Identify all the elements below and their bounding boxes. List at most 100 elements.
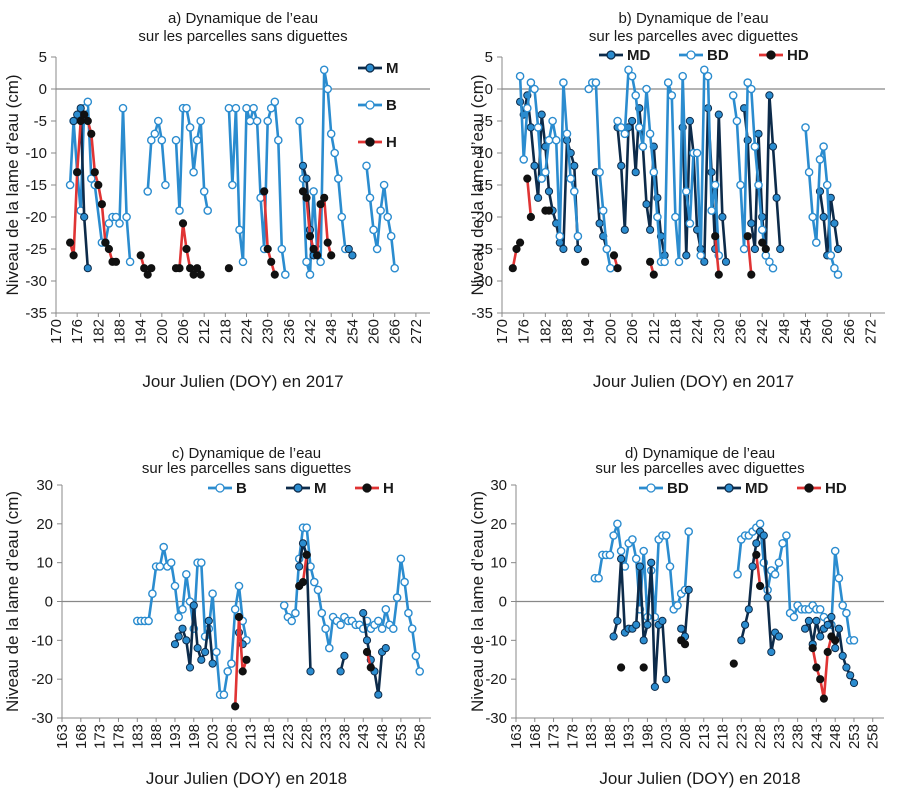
data-point-M [197, 655, 206, 664]
data-point-MD [718, 212, 727, 222]
data-point-MD [747, 219, 756, 228]
data-point-HD [680, 640, 690, 649]
data-point-HD [613, 264, 622, 273]
series-HD [617, 550, 840, 703]
data-point-H [193, 264, 202, 273]
data-point-H [69, 251, 78, 260]
x-tick-label: 194 [581, 319, 598, 344]
data-point-BD [530, 84, 539, 94]
legend: BD MD HD [639, 480, 847, 497]
x-tick-label: 248 [827, 724, 844, 749]
data-point-MD [570, 161, 579, 170]
data-point-BD [519, 155, 529, 164]
data-point-MD [700, 257, 709, 266]
data-point-BD [757, 225, 767, 235]
data-point-MD [754, 129, 763, 138]
legend-label-MD: MD [627, 47, 650, 64]
data-point-BD [635, 123, 644, 132]
data-point-MD [834, 624, 844, 633]
data-point-BD [815, 605, 825, 614]
data-point-H [73, 168, 82, 177]
data-point-BD [562, 129, 572, 139]
series-line-HD [746, 236, 753, 275]
data-point-B [362, 161, 371, 171]
y-tick-label: 0 [45, 594, 53, 611]
data-point-B [252, 116, 262, 126]
data-point-B [386, 231, 396, 241]
data-point-MD [573, 244, 583, 254]
data-point-H [316, 200, 325, 209]
data-point-M [381, 644, 390, 653]
data-point-M [340, 651, 349, 661]
data-point-HD [729, 659, 738, 668]
data-point-B [83, 97, 93, 107]
data-point-M [306, 667, 315, 676]
data-point-B [104, 219, 114, 228]
data-point-B [228, 180, 237, 190]
data-point-B [324, 643, 334, 653]
data-point-MD [684, 585, 693, 595]
data-point-B [150, 129, 160, 139]
x-tick-label: 218 [217, 319, 234, 344]
data-point-H [320, 193, 329, 202]
y-tick-label: -20 [485, 671, 507, 688]
data-point-B [65, 180, 75, 190]
y-tick-label: -15 [471, 177, 493, 194]
data-point-MD [646, 225, 655, 234]
chart-title: b) Dynamique de l’eau [618, 10, 768, 27]
data-point-B [153, 116, 163, 126]
data-point-BD [830, 263, 839, 273]
data-point-B [223, 667, 232, 676]
data-point-BD [703, 71, 713, 81]
data-point-BD [544, 135, 554, 145]
data-point-M [374, 690, 383, 699]
data-point-MD [620, 225, 629, 234]
data-point-BD [570, 187, 579, 196]
data-point-B [280, 270, 290, 279]
x-tick-label: 236 [281, 319, 298, 344]
data-point-HD [512, 244, 521, 254]
data-point-B [415, 667, 425, 676]
x-tick-label: 182 [90, 319, 107, 344]
data-point-BD [605, 550, 615, 560]
data-point-H [178, 219, 188, 228]
x-tick-label: 272 [408, 319, 425, 344]
y-tick-label: -20 [471, 209, 493, 226]
x-tick-label: 233 [771, 724, 788, 749]
x-tick-label: 238 [336, 724, 353, 749]
data-point-M [80, 212, 89, 222]
data-point-M [208, 659, 217, 668]
series-line-BD [616, 68, 721, 264]
data-point-MD [613, 616, 622, 626]
data-point-BD [770, 570, 780, 579]
data-point-B [234, 581, 244, 591]
x-tick-label: 183 [583, 724, 600, 749]
y-axis-label: Niveau de la lame d’eau (cm) [3, 74, 22, 295]
data-point-MD [849, 678, 859, 688]
x-axis-label: Jour Julien (DOY) en 2017 [142, 372, 343, 391]
data-point-MD [559, 244, 568, 254]
data-point-B [235, 225, 244, 235]
data-point-B [404, 608, 413, 618]
y-tick-label: -25 [25, 241, 47, 258]
data-point-BD [692, 148, 702, 158]
data-point-MD [833, 244, 843, 254]
legend: B M H [358, 60, 399, 151]
data-point-BD [602, 244, 612, 254]
legend-marker-B [215, 483, 225, 493]
data-point-B [157, 135, 167, 145]
data-point-HD [508, 264, 517, 273]
data-point-HD [743, 232, 752, 241]
x-tick-label: 176 [69, 319, 86, 344]
data-point-BD [739, 244, 749, 254]
data-point-BD [620, 129, 630, 139]
data-point-MD [776, 244, 785, 254]
data-point-B [396, 554, 406, 564]
data-point-B [224, 103, 234, 113]
data-point-BD [765, 257, 774, 267]
data-point-MD [544, 187, 554, 196]
data-point-BD [515, 71, 525, 81]
legend-marker-BD [686, 50, 696, 60]
data-point-B [319, 65, 329, 75]
